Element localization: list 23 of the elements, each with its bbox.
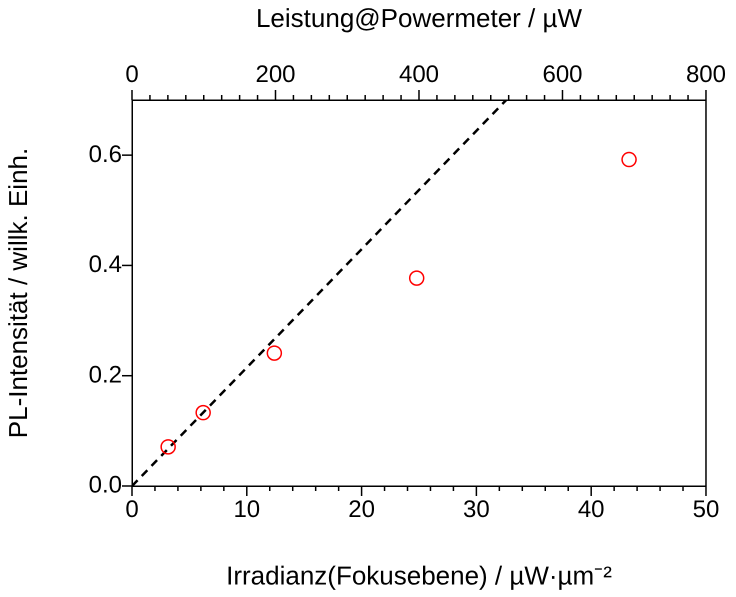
point: [195, 404, 211, 420]
x-axis-title: Irradianz(Fokusebene) / µW·µm⁻²: [226, 560, 612, 591]
x-tick-label: 20: [348, 496, 375, 524]
x-tick-label: 10: [233, 496, 260, 524]
y-tick-label: 0.2: [88, 361, 122, 388]
x2-tick-label: 0: [125, 61, 139, 88]
x2-tick-label: 800: [686, 61, 726, 88]
y-tick-label: 0.4: [88, 251, 122, 278]
point: [160, 439, 176, 455]
y-tick-label: 0.0: [88, 472, 122, 499]
x2-tick-label: 400: [398, 61, 440, 88]
x-tick-label: 30: [463, 496, 490, 524]
x-tick-label: 40: [578, 496, 605, 524]
x2-axis-title: Leistung@Powermeter / µW: [256, 2, 582, 33]
y-axis-title: PL-Intensität / willk. Einh.: [2, 148, 33, 438]
point: [408, 270, 424, 286]
x2-tick-label: 600: [542, 61, 583, 88]
x2-tick-label: 200: [255, 61, 296, 88]
point: [266, 345, 282, 361]
x-tick-label: 0: [125, 496, 139, 524]
y-tick-label: 0.6: [88, 140, 122, 168]
point: [621, 152, 637, 168]
x-tick-label: 50: [692, 496, 720, 524]
